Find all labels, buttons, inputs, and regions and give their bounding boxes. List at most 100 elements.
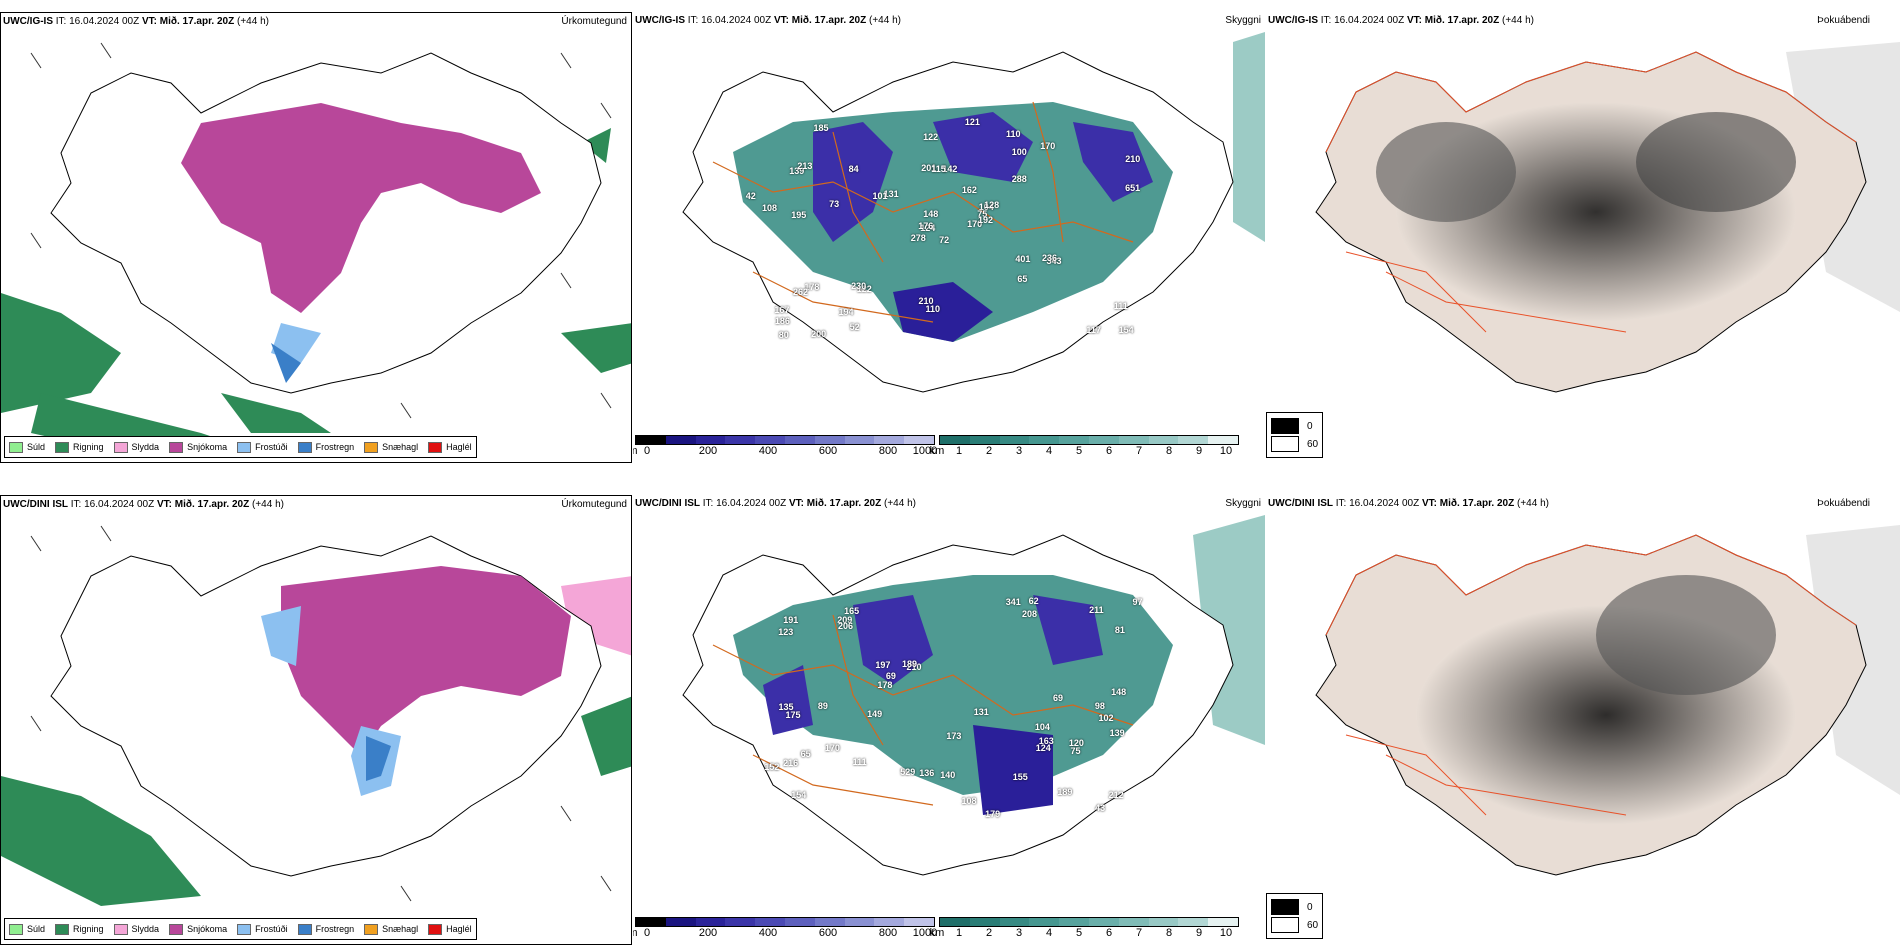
- visibility-value-label: 170: [824, 743, 840, 754]
- visibility-value-label: 104: [1034, 721, 1050, 732]
- legend-item: Súld: [9, 923, 45, 935]
- visibility-value-label: 108: [961, 796, 977, 807]
- visibility-value-label: 178: [804, 282, 820, 293]
- visibility-value-label: 148: [923, 208, 939, 219]
- visibility-value-label: 341: [1005, 597, 1021, 608]
- product-title: Þokuábendi: [1817, 15, 1870, 26]
- visibility-value-label: 194: [838, 306, 854, 317]
- visibility-value-label: 154: [791, 789, 807, 800]
- visibility-value-label: 216: [783, 757, 799, 768]
- precip-panel-bottom: UWC/DINI ISL IT: 16.04.2024 00Z VT: Mið.…: [0, 495, 632, 945]
- visibility-value-label: 152: [764, 761, 780, 772]
- visibility-value-label: 65: [1017, 274, 1028, 285]
- legend-item: Rigning: [55, 923, 104, 935]
- visibility-value-label: 192: [977, 215, 994, 226]
- panel-header: UWC/IG-IS IT: 16.04.2024 00Z VT: Mið. 17…: [3, 16, 269, 27]
- visibility-value-label: 163: [1038, 735, 1054, 746]
- visibility-value-label: 135: [778, 702, 794, 713]
- panel-header: UWC/DINI ISL IT: 16.04.2024 00Z VT: Mið.…: [635, 498, 916, 509]
- visibility-value-label: 343: [1046, 255, 1062, 266]
- visibility-value-label: 278: [910, 233, 926, 244]
- visibility-value-label: 115: [931, 163, 946, 174]
- visibility-value-label: 102: [1098, 712, 1114, 723]
- legend-item: Haglél: [428, 923, 472, 935]
- visibility-panel-bottom: UWC/DINI ISL IT: 16.04.2024 00Z VT: Mið.…: [633, 495, 1265, 945]
- visibility-value-label: 101: [872, 190, 888, 201]
- legend-item: Slydda: [113, 441, 159, 453]
- visibility-value-label: 122: [923, 131, 939, 142]
- fog-legend: 0 60: [1266, 893, 1324, 939]
- visibility-value-label: 288: [1011, 173, 1027, 184]
- visibility-value-label: 175: [785, 709, 801, 720]
- panel-header: UWC/DINI ISL IT: 16.04.2024 00Z VT: Mið.…: [1268, 498, 1549, 509]
- visibility-panel-top: UWC/IG-IS IT: 16.04.2024 00Z VT: Mið. 17…: [633, 12, 1265, 463]
- visibility-value-label: 170: [967, 219, 983, 230]
- fog-panel-bottom: UWC/DINI ISL IT: 16.04.2024 00Z VT: Mið.…: [1266, 495, 1900, 945]
- visibility-value-label: 75: [1070, 746, 1081, 757]
- visibility-value-label: 211: [1089, 604, 1104, 615]
- visibility-value-label: 117: [1086, 325, 1101, 336]
- visibility-value-label: 236: [1041, 252, 1057, 263]
- product-title: Þokuábendi: [1817, 498, 1870, 509]
- visibility-value-label: 162: [961, 184, 977, 195]
- visibility-value-label: 111: [1113, 301, 1128, 312]
- visibility-value-label: 89: [817, 700, 828, 711]
- fog-panel-top: UWC/IG-IS IT: 16.04.2024 00Z VT: Mið. 17…: [1266, 12, 1900, 463]
- visibility-value-label: 111: [852, 756, 867, 767]
- visibility-value-label: 185: [813, 123, 829, 134]
- precip-legend: Súld Rigning Slydda Snjókoma Frostúði Fr…: [4, 918, 477, 940]
- visibility-value-label: 210: [1125, 153, 1141, 164]
- legend-item: Slydda: [113, 923, 159, 935]
- visibility-value-label: 52: [849, 322, 860, 333]
- visibility-value-label: 206: [837, 621, 854, 632]
- visibility-km-colorbar: km 1 2 3 4 5 6 7 8 9 10: [930, 435, 1239, 459]
- visibility-value-label: 62: [1028, 596, 1039, 607]
- visibility-value-label: 201: [921, 163, 937, 174]
- visibility-value-label: 210: [906, 661, 922, 672]
- precip-panel-top: UWC/IG-IS IT: 16.04.2024 00Z VT: Mið. 17…: [0, 12, 632, 463]
- visibility-value-label: 262: [793, 286, 809, 297]
- visibility-value-label: 123: [778, 627, 794, 638]
- visibility-value-label: 72: [939, 235, 950, 246]
- precip-map: [1, 42, 631, 453]
- legend-item: Snjókoma: [169, 441, 227, 453]
- visibility-value-label: 191: [783, 614, 799, 625]
- visibility-value-label: 110: [925, 303, 941, 314]
- visibility-value-label: 179: [985, 809, 1001, 820]
- visibility-value-label: 148: [1111, 686, 1127, 697]
- legend-item: Frostúði: [237, 441, 288, 453]
- visibility-value-label: 210: [918, 296, 934, 307]
- visibility-value-label: 176: [918, 221, 934, 232]
- visibility-value-label: 69: [885, 671, 896, 682]
- visibility-value-label: 178: [877, 680, 893, 691]
- visibility-value-label: 401: [1015, 254, 1031, 265]
- visibility-value-label: 128: [984, 200, 1000, 211]
- product-title: Skyggni: [1225, 498, 1261, 509]
- visibility-value-label: 189: [901, 658, 917, 669]
- legend-item: Súld: [9, 441, 45, 453]
- legend-item: Haglél: [428, 441, 472, 453]
- visibility-value-label: 81: [1114, 625, 1125, 636]
- product-title: Skyggni: [1225, 15, 1261, 26]
- visibility-value-label: 139: [789, 165, 805, 176]
- visibility-value-label: 131: [973, 707, 989, 718]
- visibility-value-label: 195: [791, 209, 807, 220]
- visibility-value-label: 84: [848, 164, 859, 175]
- visibility-value-label: 154: [1118, 325, 1134, 336]
- visibility-value-label: 65: [800, 749, 811, 760]
- legend-item: Rigning: [55, 441, 104, 453]
- visibility-value-label: 108: [762, 202, 778, 213]
- visibility-value-label: 651: [1125, 183, 1141, 194]
- visibility-value-label: 200: [811, 328, 827, 339]
- visibility-value-label: 100: [1011, 146, 1027, 157]
- visibility-value-label: 212: [1108, 790, 1124, 801]
- visibility-value-label: 124: [1035, 742, 1051, 753]
- panel-header: UWC/IG-IS IT: 16.04.2024 00Z VT: Mið. 17…: [1268, 15, 1534, 26]
- visibility-value-label: 170: [1040, 141, 1056, 151]
- legend-item: Frostregn: [297, 441, 354, 453]
- visibility-value-label: 80: [778, 329, 789, 340]
- fog-legend: 0 60: [1266, 412, 1324, 458]
- visibility-km-colorbar: km 1 2 3 4 5 6 7 8 9 10: [930, 917, 1239, 941]
- visibility-value-label: 167: [774, 305, 790, 316]
- legend-item: Snjókoma: [169, 923, 227, 935]
